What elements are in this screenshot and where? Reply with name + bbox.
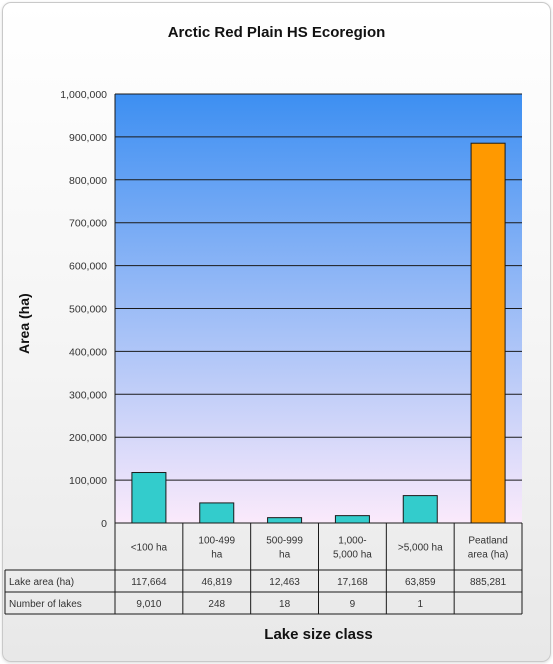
y-tick-label: 0 <box>101 518 107 530</box>
chart-title: Arctic Red Plain HS Ecoregion <box>167 24 386 41</box>
category-label: ha <box>211 550 223 561</box>
bars <box>131 142 506 524</box>
table-cell: 46,819 <box>201 577 232 588</box>
table-cell: 17,168 <box>337 577 368 588</box>
table-cell: 63,859 <box>405 577 436 588</box>
gridlines <box>115 93 522 481</box>
bar <box>199 502 235 524</box>
table-cell: 18 <box>279 599 291 610</box>
y-tick-label: 700,000 <box>69 218 107 230</box>
table-cell: 9,010 <box>136 599 161 610</box>
y-tick-label: 1,000,000 <box>60 89 107 101</box>
data-table: <100 ha 100-499 ha 500-999 ha 1,000- 5,000 ha >… <box>4 94 523 615</box>
category-label: >5,000 ha <box>398 543 443 554</box>
bar <box>131 472 167 524</box>
y-tick-label: 200,000 <box>69 432 107 444</box>
category-label: 5,000 ha <box>333 550 372 561</box>
table-cell: 117,664 <box>131 577 167 588</box>
y-tick-label: 400,000 <box>69 346 107 358</box>
x-axis-label: Lake size class <box>264 626 373 643</box>
bar <box>267 517 303 524</box>
table-cell: 9 <box>350 599 356 610</box>
y-axis-ticks: 0 100,000 200,000 300,000 400,000 500,000 600,… <box>60 89 107 530</box>
table-cell: 248 <box>208 599 225 610</box>
category-label: 1,000- <box>338 536 366 547</box>
category-label: ha <box>279 550 291 561</box>
category-label: Peatland <box>468 536 507 547</box>
bar <box>334 515 370 524</box>
y-tick-label: 800,000 <box>69 175 107 187</box>
y-tick-label: 500,000 <box>69 304 107 316</box>
table-row-label: Number of lakes <box>9 599 82 610</box>
table-cell: 12,463 <box>269 577 300 588</box>
table-row-label: Lake area (ha) <box>9 577 74 588</box>
y-tick-label: 100,000 <box>69 475 107 487</box>
category-label: area (ha) <box>468 550 509 561</box>
category-label: <100 ha <box>131 543 168 554</box>
y-tick-label: 300,000 <box>69 389 107 401</box>
y-tick-label: 900,000 <box>69 132 107 144</box>
bar <box>402 495 438 524</box>
bar <box>470 142 506 524</box>
category-label: 100-499 <box>198 536 235 547</box>
table-cell: 885,281 <box>470 577 507 588</box>
category-label: 500-999 <box>266 536 303 547</box>
table-cell: 1 <box>417 599 423 610</box>
y-tick-label: 600,000 <box>69 261 107 273</box>
